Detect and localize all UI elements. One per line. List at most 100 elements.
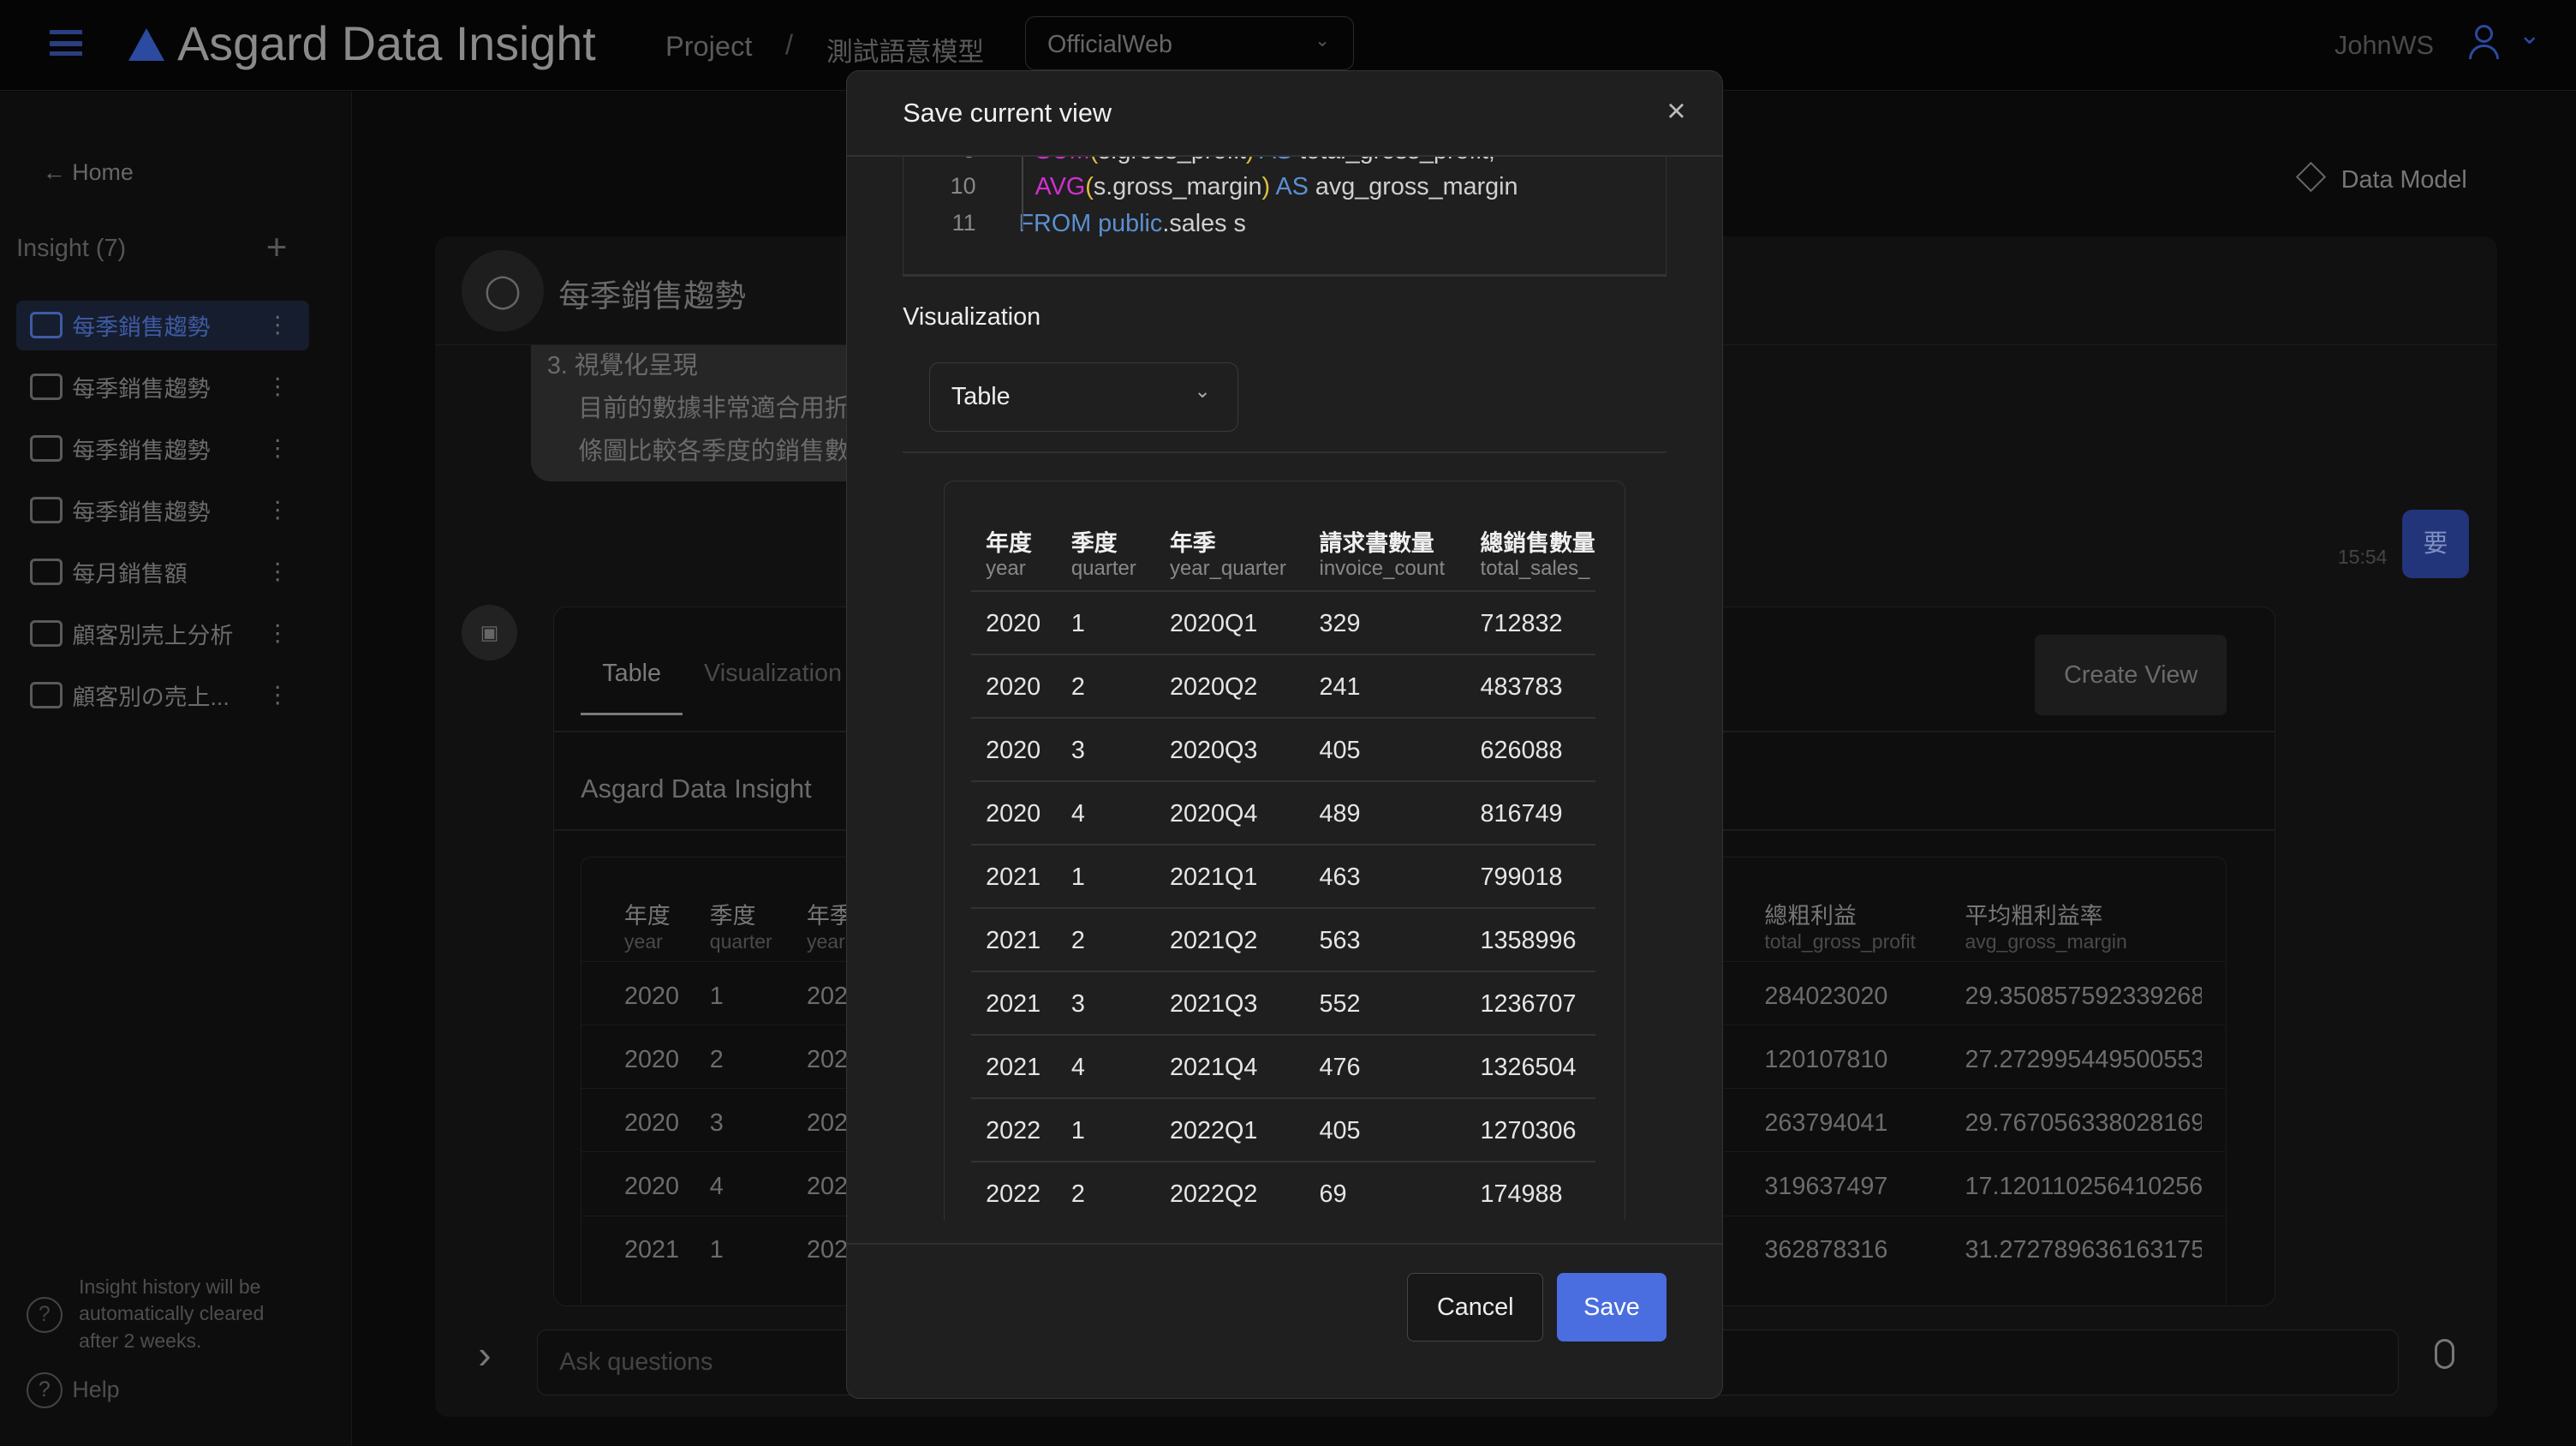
table-cell: 405 [1319, 1117, 1361, 1145]
sidebar-item-label: 每季銷售趨勢 [72, 376, 211, 403]
bot-icon: ▣ [462, 604, 518, 661]
table-cell: 2020Q4 [1169, 799, 1258, 828]
table-cell: 2021 [986, 1054, 1041, 1082]
table-cell: 2020 [986, 672, 1041, 701]
column-subheader: quarter [1070, 557, 1136, 581]
more-options-icon[interactable]: ⋮ [265, 373, 289, 400]
column-header: 年度 [624, 903, 671, 929]
more-options-icon[interactable]: ⋮ [265, 312, 289, 338]
sidebar-item[interactable]: 每季銷售趨勢 ⋮ [16, 486, 308, 535]
column-header: 總銷售數量 [1480, 530, 1595, 557]
tab-table[interactable]: Table [581, 660, 683, 716]
close-icon[interactable]: × [1667, 93, 1686, 130]
table-cell: 463 [1319, 863, 1361, 891]
data-model-button[interactable]: Data Model [2295, 161, 2467, 194]
table-cell: 2021 [986, 990, 1041, 1019]
dialog-title: Save current view [903, 98, 1112, 128]
table-cell: 2021 [986, 863, 1041, 891]
sidebar-item[interactable]: 每月銷售額 ⋮ [16, 547, 308, 597]
logo-icon [128, 27, 164, 61]
more-options-icon[interactable]: ⋮ [265, 620, 289, 647]
table-cell: 3 [1070, 736, 1085, 764]
breadcrumb-project[interactable]: Project [665, 29, 753, 62]
table-cell: 31.272789636163175 [1965, 1236, 2202, 1264]
sidebar-item[interactable]: 每季銷售趨勢 ⋮ [16, 424, 308, 474]
more-options-icon[interactable]: ⋮ [265, 559, 289, 585]
table-cell: 476 [1319, 1054, 1361, 1082]
user-name[interactable]: JohnWS [2334, 29, 2435, 60]
chevron-down-icon[interactable]: ⌄ [2518, 20, 2541, 51]
info-icon: ? [26, 1296, 63, 1333]
column-subheader: year_quarter [1169, 557, 1286, 581]
code-token: s.gross_margin [1093, 173, 1262, 201]
breadcrumb-model[interactable]: 測試語意模型 [826, 36, 985, 67]
column-header: 年季 [806, 903, 853, 929]
sidebar-item[interactable]: 顧客別の売上... ⋮ [16, 671, 308, 720]
column-subheader: total_sales_ [1480, 557, 1590, 581]
table-cell: 329 [1319, 609, 1361, 637]
table-cell: 2020 [986, 736, 1041, 764]
table-cell: 2021 [624, 1236, 680, 1264]
table-cell: 2 [1070, 672, 1085, 701]
sidebar-item[interactable]: 每季銷售趨勢 ⋮ [16, 301, 309, 350]
table-cell: 2 [1070, 927, 1085, 955]
result-title: Asgard Data Insight [581, 773, 812, 804]
column-subheader: year [806, 929, 845, 953]
table-cell: 626088 [1480, 736, 1563, 764]
more-options-icon[interactable]: ⋮ [265, 681, 289, 708]
sidebar-item-label: 每季銷售趨勢 [72, 499, 211, 526]
tab-visualization[interactable]: Visualization [704, 660, 843, 688]
menu-icon[interactable] [49, 29, 82, 57]
home-link[interactable]: ← Home [43, 159, 134, 186]
table-cell: 1 [1070, 609, 1085, 637]
user-icon[interactable] [2469, 24, 2499, 61]
code-token: ) [1261, 173, 1271, 201]
table-row [970, 1161, 1595, 1163]
create-view-button[interactable]: Create View [2034, 635, 2227, 716]
table-cell: 2020 [624, 1046, 680, 1074]
column-header: 平均粗利益率 [1965, 903, 2103, 929]
microphone-icon[interactable] [2435, 1339, 2455, 1369]
help-link[interactable]: ? Help [26, 1371, 120, 1409]
visualization-select-value: Table [951, 383, 1011, 411]
table-cell: 2022Q1 [1169, 1117, 1258, 1145]
table-cell: 241 [1319, 672, 1361, 701]
table-cell: 1 [1070, 863, 1085, 891]
chat-bubble-icon [29, 435, 63, 463]
table-cell: 2020Q1 [1169, 609, 1258, 637]
expand-chevron-icon[interactable]: › [478, 1331, 492, 1377]
chat-title: 每季銷售趨勢 [558, 278, 746, 314]
table-cell: 4 [709, 1173, 724, 1201]
table-cell: 174988 [1480, 1180, 1563, 1209]
project-select[interactable]: OfficialWeb ⌄ [1025, 16, 1354, 71]
table-cell: 2021Q4 [1169, 1054, 1258, 1082]
table-cell: 1326504 [1480, 1054, 1577, 1082]
divider [903, 451, 1667, 453]
code-token: ) [1246, 157, 1255, 164]
visualization-label: Visualization [903, 302, 1041, 331]
save-view-dialog: Save current view × 9SUM(s.gross_profit)… [845, 70, 1724, 1399]
table-row [970, 1097, 1595, 1100]
table-cell: 2022 [986, 1180, 1041, 1209]
sidebar-item[interactable]: 顧客別売上分析 ⋮ [16, 609, 308, 659]
save-button[interactable]: Save [1556, 1272, 1667, 1342]
column-subheader: year [624, 929, 663, 953]
table-cell: 29.350857592339268 [1965, 983, 2202, 1011]
table-cell: 405 [1319, 736, 1361, 764]
sql-code-editor[interactable]: 9SUM(s.gross_profit) AS total_gross_prof… [903, 157, 1667, 278]
table-cell: 1 [1070, 1117, 1085, 1145]
add-insight-icon[interactable]: + [265, 226, 288, 267]
more-options-icon[interactable]: ⋮ [265, 435, 289, 462]
table-cell: 4 [1070, 1054, 1085, 1082]
visualization-select[interactable]: Table ⌄ [928, 362, 1238, 432]
sidebar-item[interactable]: 每季銷售趨勢 ⋮ [16, 362, 308, 412]
cancel-button[interactable]: Cancel [1407, 1272, 1544, 1342]
table-cell: 2020 [624, 1173, 680, 1201]
indent-guide [1022, 157, 1024, 230]
table-cell: 2020 [986, 799, 1041, 828]
code-token: AVG [1035, 173, 1086, 201]
column-subheader: invoice_count [1319, 557, 1446, 581]
more-options-icon[interactable]: ⋮ [265, 497, 289, 523]
table-cell: 563 [1319, 927, 1361, 955]
table-row [970, 907, 1595, 909]
